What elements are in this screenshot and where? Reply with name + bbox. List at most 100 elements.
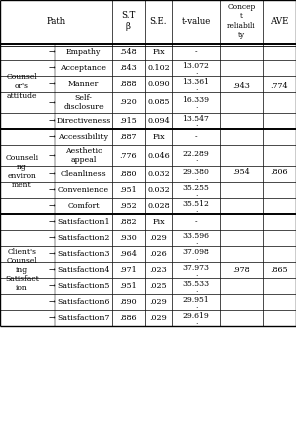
Text: Self-
disclosure: Self- disclosure xyxy=(63,94,104,111)
Text: 16.339: 16.339 xyxy=(183,96,210,104)
Text: .: . xyxy=(195,173,197,181)
Text: 29.951: 29.951 xyxy=(183,296,209,304)
Text: .951: .951 xyxy=(120,282,137,290)
Text: .: . xyxy=(195,120,197,128)
Text: .888: .888 xyxy=(120,80,137,88)
Text: Fix: Fix xyxy=(152,48,165,56)
Text: .978: .978 xyxy=(233,266,250,274)
Text: S.E.: S.E. xyxy=(150,16,167,26)
Text: .774: .774 xyxy=(271,83,288,91)
Text: →: → xyxy=(48,64,55,72)
Text: →: → xyxy=(48,202,55,210)
Text: Directiveness: Directiveness xyxy=(56,117,111,125)
Text: 0.085: 0.085 xyxy=(147,99,170,107)
Text: 0.094: 0.094 xyxy=(147,117,170,125)
Text: Concep
t
reliabili
ty: Concep t reliabili ty xyxy=(227,3,256,39)
Text: Acceptance: Acceptance xyxy=(60,64,107,72)
Text: →: → xyxy=(48,133,55,141)
Text: →: → xyxy=(48,170,55,178)
Text: 35.512: 35.512 xyxy=(183,200,210,208)
Text: .: . xyxy=(195,205,197,213)
Text: Fix: Fix xyxy=(152,133,165,141)
Text: Satisfaction4: Satisfaction4 xyxy=(57,266,110,274)
Text: 0.046: 0.046 xyxy=(147,152,170,160)
Text: →: → xyxy=(48,234,55,242)
Text: -: - xyxy=(195,218,197,226)
Text: 0.102: 0.102 xyxy=(147,64,170,72)
Text: Satisfaction1: Satisfaction1 xyxy=(57,218,110,226)
Text: Counsel
or's
attitude: Counsel or's attitude xyxy=(7,73,37,100)
Text: .: . xyxy=(195,155,197,163)
Text: S.T
β: S.T β xyxy=(121,11,136,31)
Text: .: . xyxy=(195,285,197,293)
Text: .029: .029 xyxy=(149,234,167,242)
Text: 22.289: 22.289 xyxy=(183,149,209,157)
Text: .776: .776 xyxy=(120,152,137,160)
Text: .882: .882 xyxy=(120,218,137,226)
Text: 0.032: 0.032 xyxy=(147,170,170,178)
Text: .029: .029 xyxy=(149,298,167,306)
Text: .: . xyxy=(195,253,197,261)
Text: Aesthetic
appeal: Aesthetic appeal xyxy=(65,147,102,164)
Text: Empathy: Empathy xyxy=(66,48,101,56)
Text: →: → xyxy=(48,48,55,56)
Text: 29.619: 29.619 xyxy=(183,312,209,320)
Text: .915: .915 xyxy=(120,117,137,125)
Text: Fix: Fix xyxy=(152,218,165,226)
Text: Convenience: Convenience xyxy=(58,186,109,194)
Text: 0.090: 0.090 xyxy=(147,80,170,88)
Text: .964: .964 xyxy=(120,250,137,258)
Text: Satisfaction5: Satisfaction5 xyxy=(57,282,110,290)
Text: →: → xyxy=(48,99,55,107)
Text: →: → xyxy=(48,218,55,226)
Text: →: → xyxy=(48,314,55,322)
Text: Counseli
ng
environ
ment: Counseli ng environ ment xyxy=(5,154,38,189)
Text: .930: .930 xyxy=(120,234,137,242)
Text: 29.380: 29.380 xyxy=(183,168,210,176)
Text: 37.973: 37.973 xyxy=(183,264,210,272)
Text: .806: .806 xyxy=(271,168,288,176)
Text: 33.596: 33.596 xyxy=(183,232,210,240)
Text: Satisfaction7: Satisfaction7 xyxy=(57,314,110,322)
Text: .: . xyxy=(195,102,197,110)
Text: .880: .880 xyxy=(120,170,137,178)
Text: Accessibility: Accessibility xyxy=(59,133,109,141)
Text: .: . xyxy=(195,269,197,277)
Text: 0.028: 0.028 xyxy=(147,202,170,210)
Text: Manner: Manner xyxy=(68,80,99,88)
Text: 35.533: 35.533 xyxy=(182,280,210,288)
Text: 35.255: 35.255 xyxy=(183,184,210,192)
Text: 13.072: 13.072 xyxy=(183,62,210,70)
Text: .: . xyxy=(195,237,197,245)
Text: .025: .025 xyxy=(150,282,167,290)
Text: →: → xyxy=(48,186,55,194)
Text: .971: .971 xyxy=(120,266,137,274)
Text: Cleanliness: Cleanliness xyxy=(61,170,106,178)
Text: .887: .887 xyxy=(120,133,137,141)
Text: 13.547: 13.547 xyxy=(183,115,210,123)
Text: Satisfaction6: Satisfaction6 xyxy=(57,298,110,306)
Text: →: → xyxy=(48,80,55,88)
Text: .: . xyxy=(195,189,197,197)
Text: .890: .890 xyxy=(120,298,137,306)
Text: .920: .920 xyxy=(120,99,137,107)
Text: .: . xyxy=(195,67,197,75)
Text: .026: .026 xyxy=(149,250,167,258)
Text: .023: .023 xyxy=(149,266,167,274)
Text: .952: .952 xyxy=(120,202,137,210)
Text: Path: Path xyxy=(46,16,65,26)
Text: .943: .943 xyxy=(233,83,250,91)
Text: Comfort: Comfort xyxy=(67,202,100,210)
Text: .029: .029 xyxy=(149,314,167,322)
Text: →: → xyxy=(48,266,55,274)
Text: .951: .951 xyxy=(120,186,137,194)
Text: .954: .954 xyxy=(233,168,250,176)
Text: Satisfaction2: Satisfaction2 xyxy=(57,234,110,242)
Text: →: → xyxy=(48,298,55,306)
Text: 37.098: 37.098 xyxy=(183,248,210,256)
Text: →: → xyxy=(48,117,55,125)
Text: .: . xyxy=(195,317,197,325)
Text: Satisfaction3: Satisfaction3 xyxy=(57,250,110,258)
Text: 0.032: 0.032 xyxy=(147,186,170,194)
Text: AVE: AVE xyxy=(270,16,289,26)
